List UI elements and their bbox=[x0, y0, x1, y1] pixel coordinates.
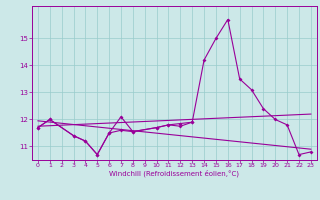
X-axis label: Windchill (Refroidissement éolien,°C): Windchill (Refroidissement éolien,°C) bbox=[109, 170, 239, 177]
